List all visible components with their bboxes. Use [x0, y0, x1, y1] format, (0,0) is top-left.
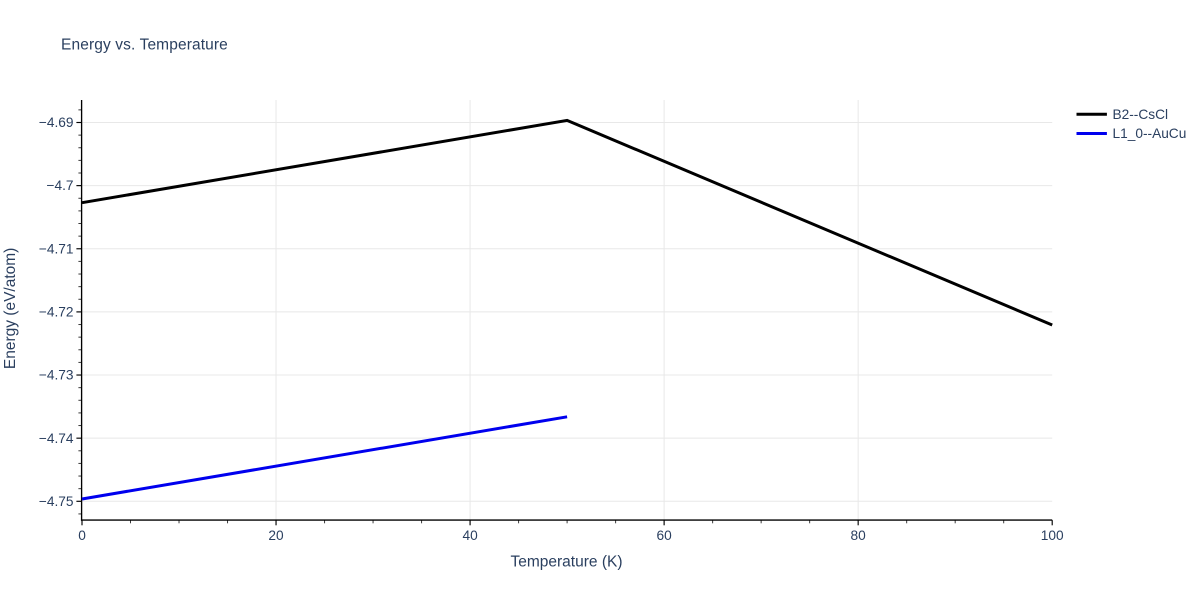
svg-text:B2--CsCl: B2--CsCl: [1113, 107, 1169, 122]
svg-text:40: 40: [462, 528, 478, 543]
svg-text:−4.74: −4.74: [39, 431, 74, 446]
svg-text:−4.72: −4.72: [39, 305, 74, 320]
svg-text:20: 20: [268, 528, 284, 543]
svg-text:Energy vs. Temperature: Energy vs. Temperature: [61, 36, 228, 53]
svg-text:−4.69: −4.69: [39, 115, 74, 130]
svg-text:100: 100: [1041, 528, 1064, 543]
svg-text:−4.75: −4.75: [39, 494, 74, 509]
svg-text:60: 60: [657, 528, 673, 543]
svg-text:Energy (eV/atom): Energy (eV/atom): [2, 248, 19, 369]
svg-text:−4.7: −4.7: [46, 178, 73, 193]
svg-text:−4.71: −4.71: [39, 241, 74, 256]
svg-text:−4.73: −4.73: [39, 368, 74, 383]
svg-text:0: 0: [78, 528, 86, 543]
svg-text:L1_0--AuCu: L1_0--AuCu: [1113, 126, 1187, 141]
svg-text:80: 80: [851, 528, 867, 543]
svg-text:Temperature (K): Temperature (K): [511, 554, 623, 571]
